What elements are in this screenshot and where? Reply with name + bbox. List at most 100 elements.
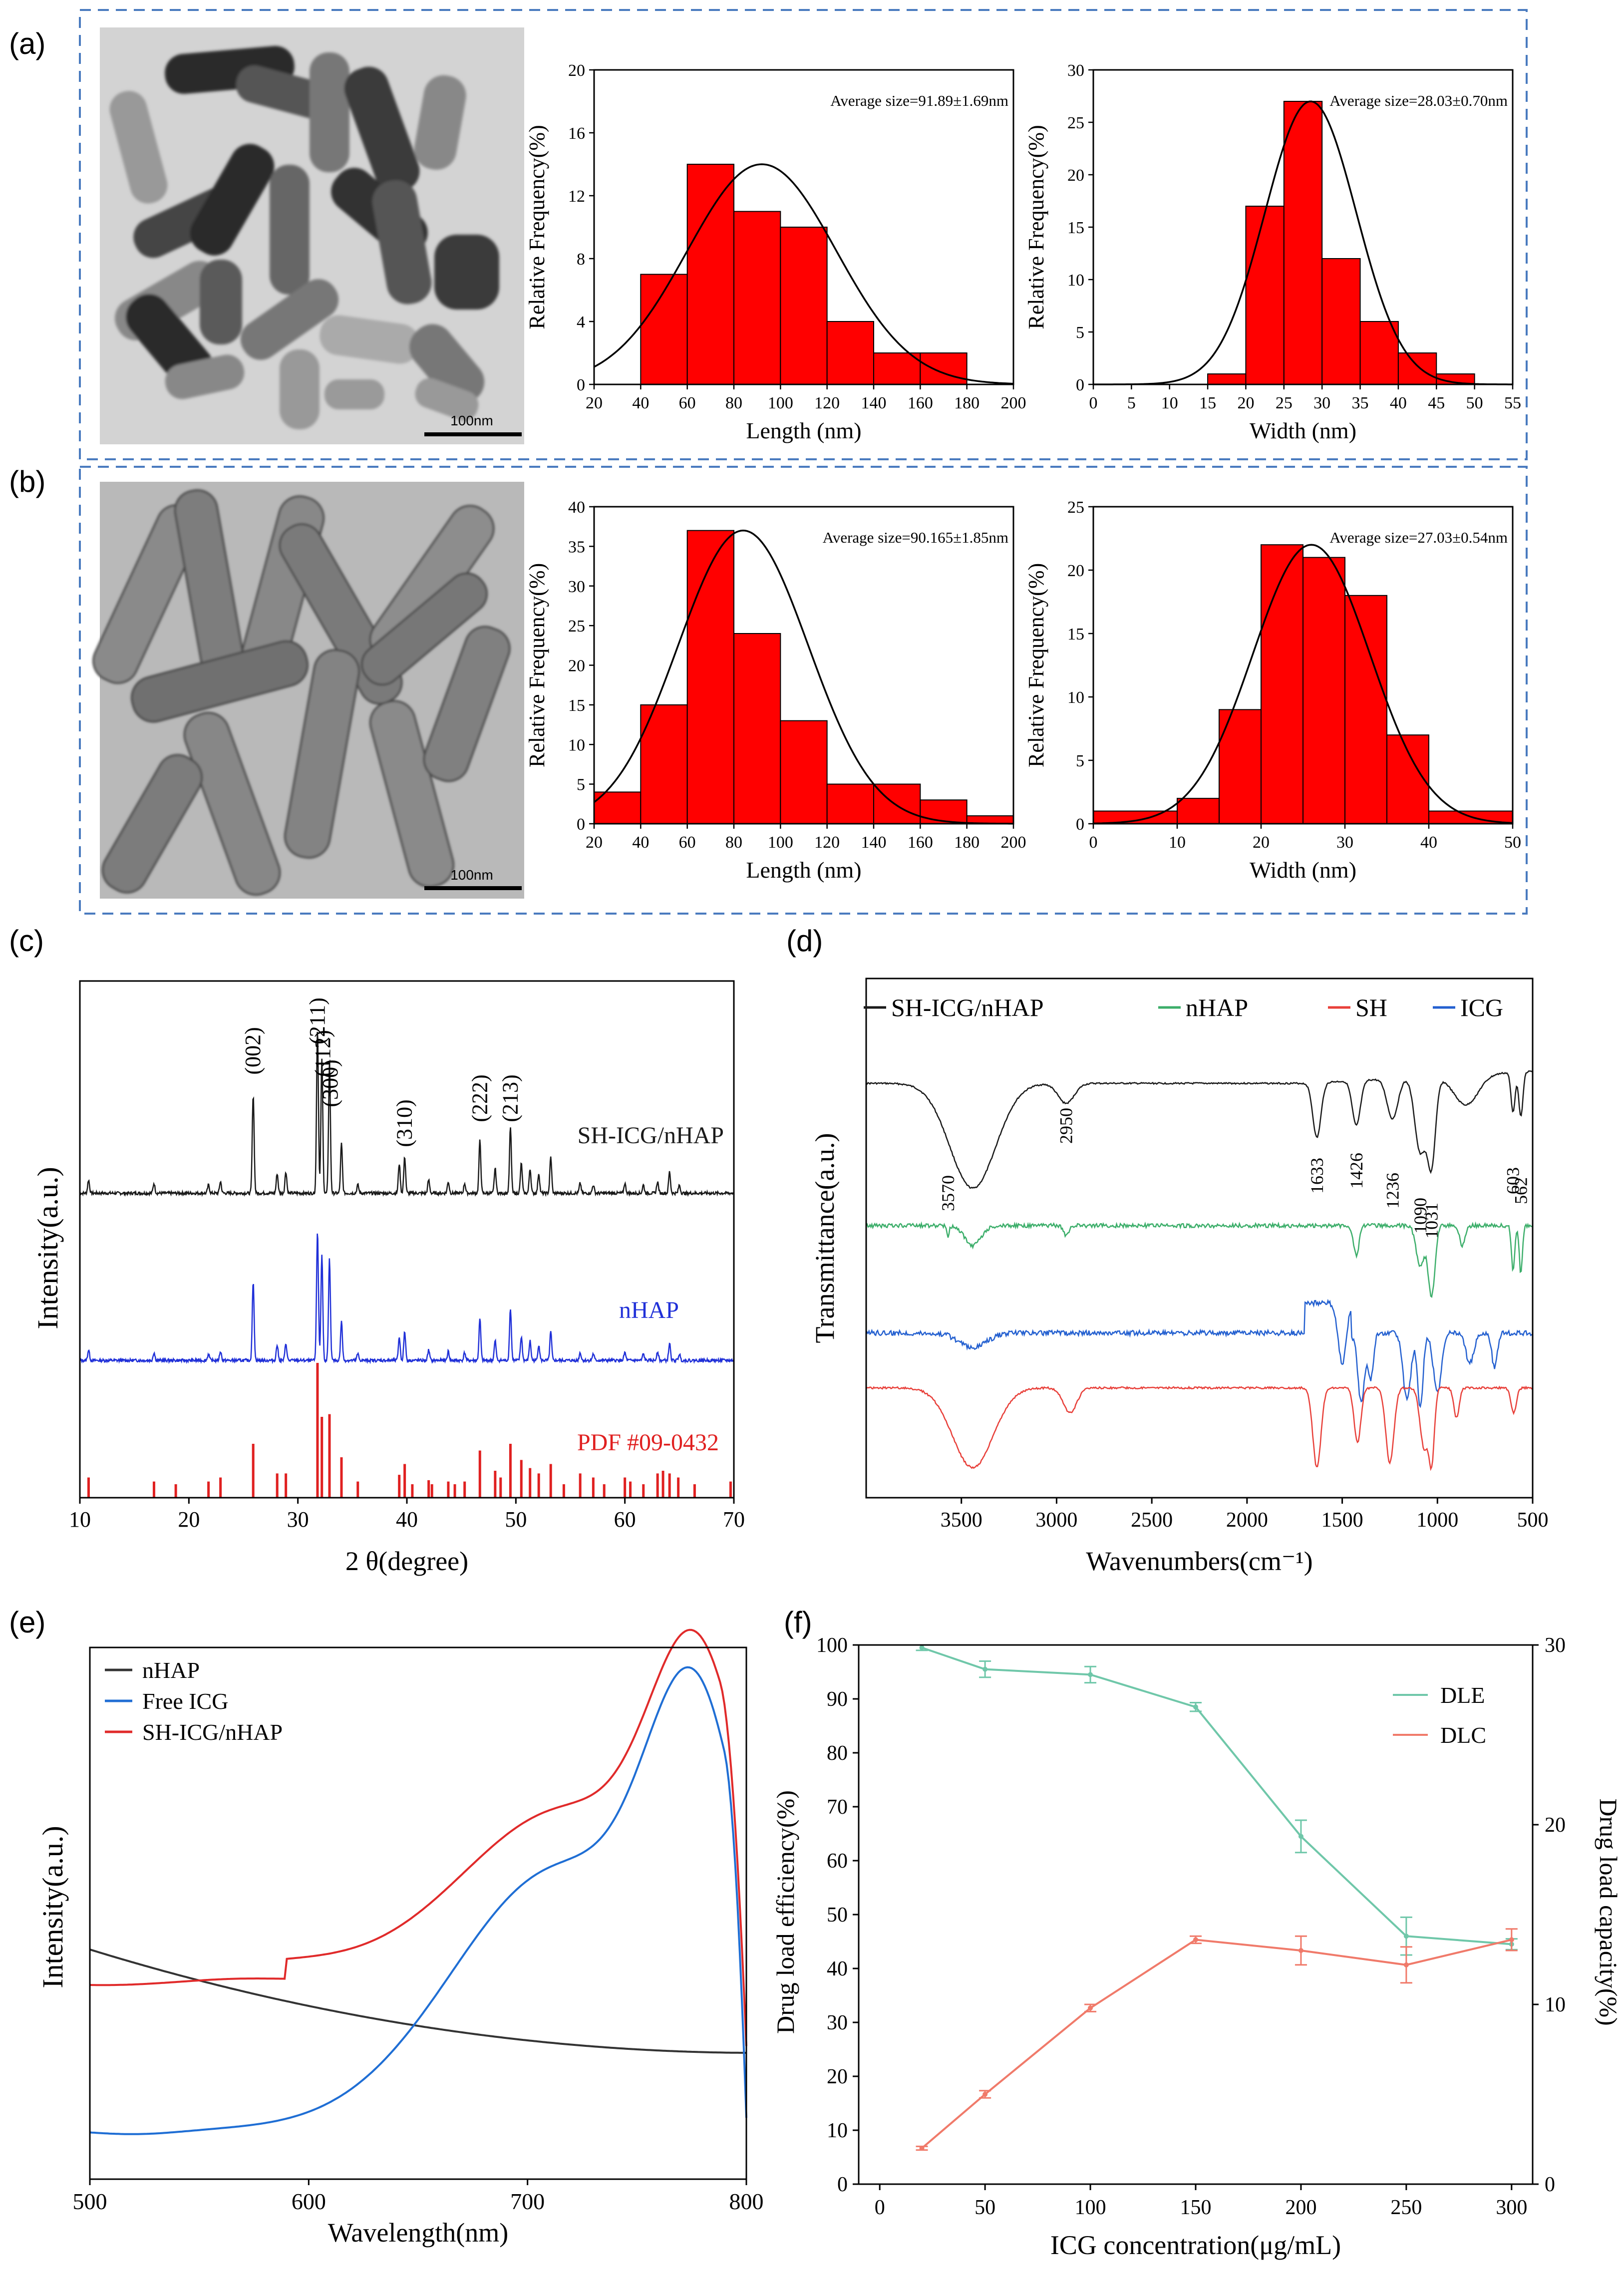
x-tick-label: 40 — [1390, 394, 1407, 412]
y-tick-label: 15 — [1067, 625, 1084, 644]
data-point — [1403, 1962, 1409, 1967]
band-label: 3570 — [938, 1175, 958, 1211]
data-point — [1403, 1934, 1409, 1939]
y-tick-label: 0 — [1076, 815, 1084, 834]
y-tick-label: 10 — [1067, 688, 1084, 707]
x-tick-label: 160 — [908, 833, 933, 852]
panel-label-d: (d) — [786, 924, 823, 958]
data-point — [1509, 1937, 1514, 1943]
y-tick-label: 30 — [568, 578, 585, 596]
miller-index-label: (211) — [305, 997, 329, 1044]
data-point — [1193, 1937, 1198, 1943]
y-tick-label: 0 — [837, 2173, 848, 2196]
histogram-bar — [826, 783, 874, 824]
x-tick-label: 20 — [586, 394, 603, 412]
y-axis-label: Transmittance(a.u.) — [810, 1133, 840, 1343]
ftir-line-nhap — [866, 1221, 1533, 1298]
y-tick-label: 0 — [577, 815, 585, 834]
average-size-annotation: Average size=90.165±1.85nm — [823, 529, 1008, 546]
x-axis-label: Length (nm) — [746, 418, 861, 443]
y-tick-label: 20 — [827, 2065, 848, 2088]
histogram-bar — [873, 783, 921, 824]
xrd-line-sh-icg-nhap — [79, 1031, 734, 1197]
data-point — [982, 1666, 988, 1672]
y2-tick-label: 10 — [1545, 1993, 1566, 2016]
histogram-bar — [594, 791, 642, 824]
chart-a-width-histogram: 0 5 10 15 20 25 30 35 40 45 50 55 0 5 10 15 20 25 30 Width … — [1024, 61, 1521, 443]
band-label: 603 — [1503, 1167, 1523, 1194]
data-point — [1088, 2005, 1093, 2011]
panel-a-frame — [79, 9, 1528, 460]
chart-f-loading: 0 50 100 150 200 250 3000102030405060708090100… — [771, 1634, 1623, 2260]
y-tick-label: 20 — [568, 657, 585, 675]
histogram-bar — [1261, 544, 1303, 824]
legend-label: nHAP — [142, 1657, 200, 1683]
legend-label: ICG — [1460, 993, 1503, 1021]
histogram-bar — [1245, 206, 1285, 385]
tem-image-a: 100nm — [100, 27, 524, 444]
histogram-bar — [873, 352, 921, 385]
x-tick-label: 140 — [861, 394, 887, 412]
x-axis-label: Wavelength(nm) — [328, 2218, 509, 2248]
axes-frame — [858, 1644, 1534, 2185]
x-tick-label: 60 — [679, 394, 696, 412]
legend-label: SH-ICG/nHAP — [142, 1719, 283, 1745]
x-tick-label: 15 — [1199, 394, 1216, 412]
histogram-bar — [1397, 352, 1437, 385]
y-tick-label: 25 — [568, 617, 585, 636]
y-tick-label: 10 — [568, 736, 585, 754]
y-tick-label: 40 — [568, 498, 585, 517]
x-tick-label: 500 — [73, 2189, 107, 2214]
x-tick-label: 200 — [1285, 2196, 1316, 2219]
y-tick-label: 35 — [568, 538, 585, 556]
y2-tick-label: 30 — [1545, 1634, 1566, 1657]
histogram-bar — [1207, 373, 1247, 385]
series-label-pdf: PDF #09-0432 — [577, 1429, 719, 1456]
y-tick-label: 20 — [1067, 562, 1084, 580]
y-axis-label: Intensity(a.u.) — [31, 1167, 64, 1329]
miller-index-label: (213) — [498, 1074, 522, 1122]
histogram-bar — [780, 227, 828, 385]
x-tick-label: 100 — [768, 833, 793, 852]
chart-c-xrd: 10 20 30 40 50 60 70 2 θ(degree) Intensity(a.u.)… — [31, 980, 745, 1576]
chart-b-length-histogram: 20 40 60 80 100 120 140 160 180 200 0 5 10 15 20 25 30 35… — [525, 498, 1026, 883]
y-tick-label: 60 — [827, 1850, 848, 1873]
chart-e-uvvis: 500 600 700 800 Wavelength(nm) Intensity(a.u.… — [36, 1629, 764, 2248]
miller-index-label: (300) — [318, 1059, 342, 1107]
x-tick-label: 10 — [1169, 833, 1186, 852]
band-label: 1236 — [1382, 1173, 1402, 1209]
x-axis-label: Width (nm) — [1250, 857, 1356, 883]
band-label: 1426 — [1346, 1153, 1366, 1189]
y-tick-label: 25 — [1067, 498, 1084, 517]
x-tick-label: 50 — [1504, 833, 1521, 852]
panel-label-b: (b) — [9, 465, 45, 498]
panel-label-a: (a) — [9, 27, 45, 60]
x-tick-label: 180 — [954, 394, 979, 412]
y-tick-label: 16 — [568, 124, 585, 143]
x-tick-label: 20 — [178, 1507, 200, 1532]
x-tick-label: 160 — [908, 394, 933, 412]
histogram-bar — [1302, 557, 1345, 824]
x-tick-label: 700 — [510, 2189, 545, 2214]
average-size-annotation: Average size=28.03±0.70nm — [1329, 92, 1508, 109]
y-axis-label: Relative Frequency(%) — [525, 563, 549, 767]
y-axis-label: Drug load efficiency(%) — [771, 1790, 799, 2034]
y2-tick-label: 0 — [1545, 2173, 1555, 2196]
data-point — [1298, 1834, 1303, 1839]
panel-b-frame — [79, 466, 1528, 915]
x-tick-label: 250 — [1390, 2196, 1422, 2219]
data-point — [1298, 1948, 1303, 1953]
data-point — [919, 1645, 925, 1650]
panel-label-c: (c) — [9, 924, 44, 958]
gaussian-fit-line — [1093, 100, 1513, 385]
x-tick-label: 120 — [814, 394, 840, 412]
band-label: 2950 — [1056, 1108, 1076, 1144]
y-tick-label: 5 — [1076, 752, 1084, 770]
legend-label: DLE — [1440, 1682, 1485, 1708]
panel-label-e: (e) — [9, 1606, 45, 1639]
x-tick-label: 180 — [954, 833, 979, 852]
axes-frame — [865, 978, 1534, 1499]
x-tick-label: 30 — [1313, 394, 1330, 412]
y-tick-label: 20 — [568, 61, 585, 80]
histogram-bar — [1177, 798, 1220, 824]
